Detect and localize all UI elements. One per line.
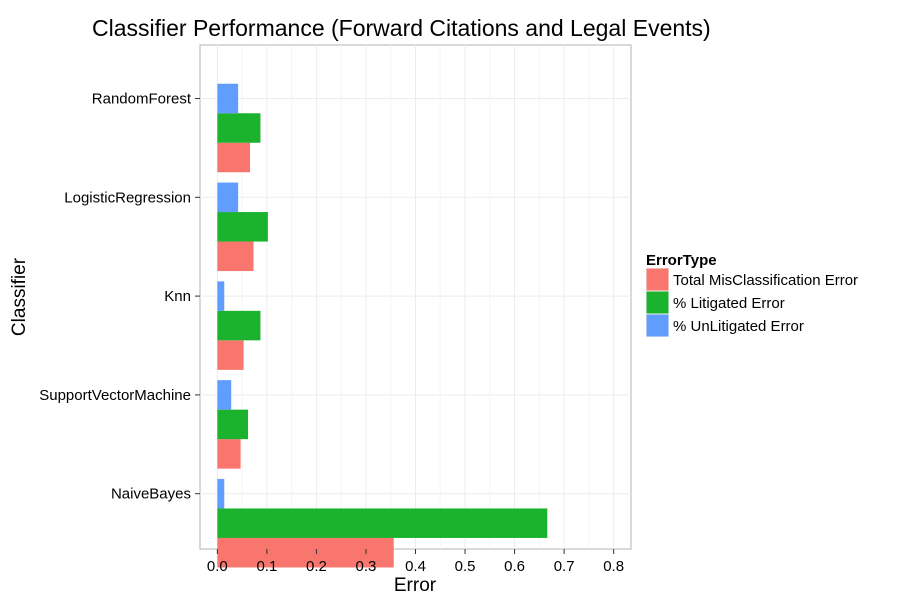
legend-label: % Litigated Error: [673, 295, 785, 312]
x-tick-label: 0.5: [455, 558, 476, 575]
y-tick-label: LogisticRegression: [64, 189, 191, 206]
legend-label: Total MisClassification Error: [673, 272, 858, 289]
x-axis: 0.0 0.1 0.2 0.3 0.4 0.5 0.6 0.7 0.8: [207, 549, 624, 575]
bar: [217, 113, 261, 143]
bars: [217, 83, 548, 568]
x-tick-label: 0.1: [256, 558, 277, 575]
y-tick-label: NaiveBayes: [111, 486, 191, 503]
bar: [217, 281, 225, 311]
bar: [217, 142, 251, 173]
bar: [217, 83, 239, 114]
legend-title: ErrorType: [646, 252, 717, 269]
bar: [217, 508, 548, 538]
y-axis: RandomForest LogisticRegression Knn Support…: [39, 91, 200, 503]
bar: [217, 478, 225, 509]
x-axis-title: Error: [394, 575, 437, 596]
y-tick-label: RandomForest: [92, 91, 192, 108]
legend-key: [646, 268, 669, 291]
bar: [217, 537, 394, 568]
bar: [217, 212, 268, 242]
x-tick-label: 0.0: [207, 558, 228, 575]
legend: ErrorType Total MisClassification Error%…: [646, 252, 858, 337]
legend-key: [646, 291, 669, 314]
bar: [217, 409, 249, 440]
chart-title: Classifier Performance (Forward Citation…: [92, 15, 711, 41]
bar: [217, 340, 244, 370]
x-tick-label: 0.3: [356, 558, 377, 575]
bar: [217, 310, 261, 341]
x-tick-label: 0.2: [306, 558, 327, 575]
y-tick-label: Knn: [164, 288, 191, 305]
y-axis-title: Classifier: [9, 257, 30, 336]
bar: [217, 241, 254, 272]
x-tick-label: 0.8: [603, 558, 624, 575]
bar: [217, 380, 232, 410]
legend-key: [646, 314, 669, 337]
bar: [217, 182, 239, 213]
y-tick-label: SupportVectorMachine: [39, 387, 191, 404]
x-tick-label: 0.7: [554, 558, 575, 575]
bar: [217, 439, 241, 469]
x-tick-label: 0.6: [504, 558, 525, 575]
x-tick-label: 0.4: [405, 558, 426, 575]
legend-label: % UnLitigated Error: [673, 318, 804, 335]
